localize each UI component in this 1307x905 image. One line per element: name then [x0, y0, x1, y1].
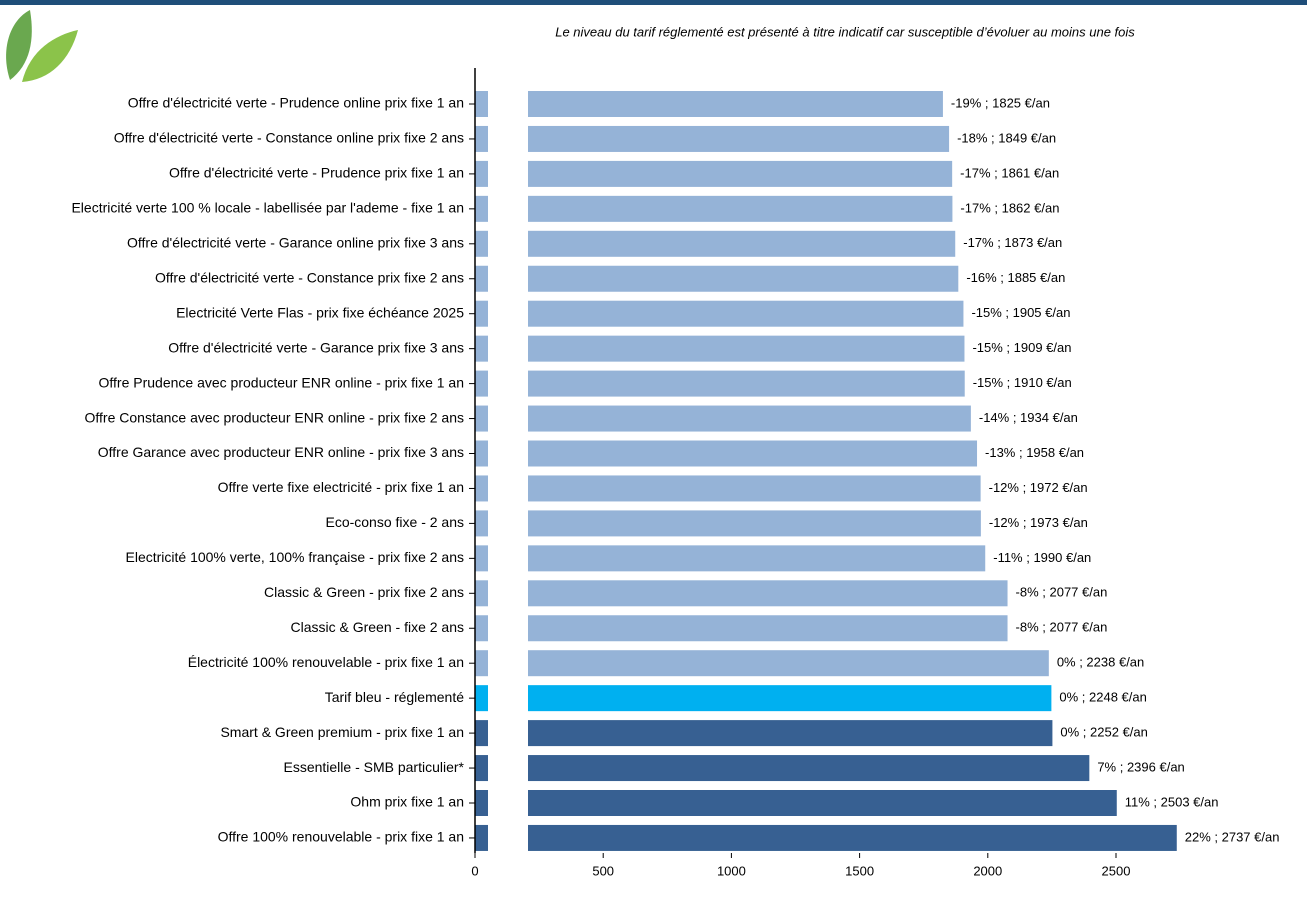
bar	[475, 335, 965, 362]
value-label: -14% ; 1934 €/an	[979, 410, 1078, 425]
bar	[475, 475, 981, 502]
y-tick-label: Offre verte fixe electricité - prix fixe…	[218, 479, 464, 495]
logo-box	[488, 823, 528, 852]
y-tick-label: Offre d'électricité verte - Garance onli…	[127, 235, 464, 251]
bar	[475, 195, 953, 222]
value-label: -15% ; 1909 €/an	[972, 340, 1071, 355]
logo-box	[488, 334, 528, 363]
value-label: -17% ; 1873 €/an	[963, 235, 1062, 250]
x-tick-label: 1000	[717, 863, 746, 878]
logo-box	[488, 439, 528, 468]
leaf-logo	[6, 10, 78, 82]
bar	[475, 405, 971, 432]
bar	[475, 685, 1052, 712]
value-label: -13% ; 1958 €/an	[985, 445, 1084, 460]
value-label: 7% ; 2396 €/an	[1097, 759, 1184, 774]
value-label: -15% ; 1905 €/an	[971, 305, 1070, 320]
y-tick-label: Smart & Green premium - prix fixe 1 an	[220, 724, 464, 740]
x-tick-label: 0	[471, 863, 478, 878]
logo-box	[488, 684, 528, 713]
y-tick-label: Offre d'électricité verte - Constance on…	[114, 130, 464, 146]
y-tick-label: Offre Prudence avec producteur ENR onlin…	[99, 374, 464, 390]
bar	[475, 300, 964, 327]
value-label: -11% ; 1990 €/an	[993, 550, 1091, 565]
y-tick-label: Classic & Green - fixe 2 ans	[290, 619, 464, 635]
value-label: -16% ; 1885 €/an	[966, 270, 1065, 285]
y-tick-label: Offre d'électricité verte - Prudence pri…	[169, 165, 464, 181]
bar	[475, 720, 1053, 747]
bar	[475, 91, 943, 117]
value-label: -19% ; 1825 €/an	[951, 95, 1050, 110]
bar	[475, 580, 1008, 607]
y-tick-label: Eco-conso fixe - 2 ans	[325, 514, 464, 530]
y-tick-label: Ohm prix fixe 1 an	[350, 794, 464, 810]
bar	[475, 824, 1177, 851]
value-label: 0% ; 2238 €/an	[1057, 655, 1144, 670]
logo-box	[488, 579, 528, 608]
value-label: 0% ; 2248 €/an	[1059, 690, 1146, 705]
bar	[475, 650, 1049, 677]
y-tick-label: Electricité verte 100 % locale - labelli…	[71, 200, 464, 216]
y-tick-label: Electricité Verte Flas - prix fixe échéa…	[176, 304, 464, 320]
value-label: 22% ; 2737 €/an	[1185, 829, 1280, 844]
value-label: -17% ; 1862 €/an	[960, 200, 1059, 215]
value-label: -18% ; 1849 €/an	[957, 130, 1056, 145]
logo-box	[488, 649, 528, 678]
value-label: -17% ; 1861 €/an	[960, 165, 1059, 180]
value-label: -12% ; 1972 €/an	[989, 480, 1088, 495]
bar	[475, 510, 981, 537]
y-tick-label: Électricité 100% renouvelable - prix fix…	[188, 654, 464, 670]
x-tick-label: 2500	[1102, 863, 1131, 878]
logo-box	[488, 124, 528, 153]
logo-box	[488, 719, 528, 748]
y-tick-label: Electricité 100% verte, 100% française -…	[126, 549, 465, 565]
y-tick-label: Offre Constance avec producteur ENR onli…	[85, 409, 464, 425]
bar	[475, 265, 959, 292]
x-tick-label: 1500	[845, 863, 874, 878]
x-tick-label: 2000	[973, 863, 1002, 878]
logo-box	[488, 369, 528, 398]
logo-box	[488, 474, 528, 503]
value-label: -15% ; 1910 €/an	[973, 375, 1072, 390]
y-tick-label: Classic & Green - prix fixe 2 ans	[264, 584, 464, 600]
logo-box	[488, 159, 528, 188]
logo-box	[488, 789, 528, 817]
logo-box	[488, 614, 528, 643]
annotation: Le niveau du tarif réglementé est présen…	[555, 24, 1135, 39]
bar	[475, 755, 1090, 782]
y-tick-label: Offre d'électricité verte - Prudence onl…	[128, 95, 464, 111]
y-tick-label: Offre Garance avec producteur ENR online…	[98, 444, 464, 460]
logo-box	[488, 544, 528, 573]
y-tick-label: Essentielle - SMB particulier*	[283, 759, 464, 775]
logo-box	[488, 90, 528, 118]
logo-box	[488, 264, 528, 293]
y-tick-label: Offre 100% renouvelable - prix fixe 1 an	[218, 829, 464, 845]
bar	[475, 615, 1008, 642]
x-tick-label: 500	[592, 863, 614, 878]
value-label: 0% ; 2252 €/an	[1060, 725, 1147, 740]
bar	[475, 790, 1117, 816]
top-border	[0, 0, 1307, 5]
value-label: -8% ; 2077 €/an	[1016, 620, 1108, 635]
value-label: 11% ; 2503 €/an	[1125, 794, 1219, 809]
value-label: -12% ; 1973 €/an	[989, 515, 1088, 530]
bar	[475, 125, 950, 152]
value-label: -8% ; 2077 €/an	[1016, 585, 1108, 600]
logo-box	[488, 299, 528, 328]
bar	[475, 370, 965, 397]
y-tick-label: Offre d'électricité verte - Garance prix…	[168, 339, 464, 355]
bar	[475, 545, 986, 572]
logo-box	[488, 194, 528, 223]
bar	[475, 160, 953, 187]
y-tick-label: Offre d'électricité verte - Constance pr…	[155, 269, 464, 285]
logo-box	[488, 229, 528, 258]
bar	[475, 230, 956, 257]
logo-box	[488, 754, 528, 783]
y-tick-label: Tarif bleu - réglementé	[325, 689, 465, 705]
logo-box	[488, 404, 528, 433]
logo-box	[488, 509, 528, 538]
bar	[475, 440, 978, 467]
